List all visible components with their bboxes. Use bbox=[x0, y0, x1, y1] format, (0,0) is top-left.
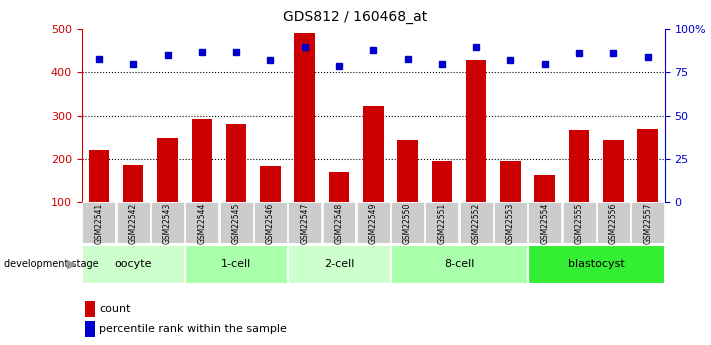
Text: percentile rank within the sample: percentile rank within the sample bbox=[100, 324, 287, 334]
Text: 8-cell: 8-cell bbox=[444, 259, 474, 269]
Text: GSM22543: GSM22543 bbox=[163, 203, 172, 245]
Bar bbox=[89, 150, 109, 245]
Bar bbox=[494, 202, 527, 243]
Text: GSM22542: GSM22542 bbox=[129, 203, 138, 244]
Bar bbox=[528, 245, 664, 283]
Bar bbox=[294, 33, 315, 245]
Bar bbox=[157, 138, 178, 245]
Text: GSM22555: GSM22555 bbox=[574, 203, 584, 245]
Text: GSM22547: GSM22547 bbox=[300, 203, 309, 245]
Bar bbox=[425, 202, 459, 243]
Text: GSM22545: GSM22545 bbox=[232, 203, 240, 245]
Bar bbox=[397, 140, 418, 245]
Text: GSM22544: GSM22544 bbox=[197, 203, 206, 245]
Text: oocyte: oocyte bbox=[114, 259, 152, 269]
Bar bbox=[500, 161, 520, 245]
Text: count: count bbox=[100, 304, 131, 314]
Bar bbox=[535, 175, 555, 245]
Bar bbox=[460, 202, 493, 243]
Bar bbox=[186, 245, 287, 283]
Bar bbox=[117, 202, 150, 243]
Bar bbox=[562, 202, 596, 243]
Text: blastocyst: blastocyst bbox=[568, 259, 624, 269]
Bar bbox=[357, 202, 390, 243]
Bar bbox=[82, 202, 115, 243]
Bar bbox=[597, 202, 630, 243]
Bar bbox=[603, 140, 624, 245]
Text: GSM22546: GSM22546 bbox=[266, 203, 275, 245]
Bar bbox=[528, 202, 561, 243]
Text: GSM22554: GSM22554 bbox=[540, 203, 550, 245]
Text: 1-cell: 1-cell bbox=[221, 259, 251, 269]
Bar bbox=[151, 202, 184, 243]
Bar bbox=[220, 202, 252, 243]
Bar bbox=[186, 202, 218, 243]
Bar bbox=[85, 322, 95, 337]
Text: GSM22550: GSM22550 bbox=[403, 203, 412, 245]
Text: GSM22551: GSM22551 bbox=[437, 203, 447, 244]
Bar bbox=[432, 161, 452, 245]
Text: GSM22552: GSM22552 bbox=[471, 203, 481, 244]
Bar bbox=[123, 165, 144, 245]
Bar bbox=[288, 202, 321, 243]
Bar bbox=[260, 166, 281, 245]
Text: GDS812 / 160468_at: GDS812 / 160468_at bbox=[284, 10, 427, 24]
Bar bbox=[226, 124, 247, 245]
Bar bbox=[637, 128, 658, 245]
Text: GSM22548: GSM22548 bbox=[334, 203, 343, 244]
Bar bbox=[323, 202, 356, 243]
Text: 2-cell: 2-cell bbox=[324, 259, 354, 269]
Bar bbox=[391, 202, 424, 243]
Text: GSM22549: GSM22549 bbox=[369, 203, 378, 245]
Bar bbox=[288, 245, 390, 283]
Bar bbox=[254, 202, 287, 243]
Bar bbox=[191, 119, 212, 245]
Bar bbox=[328, 171, 349, 245]
Bar bbox=[85, 301, 95, 317]
Text: GSM22557: GSM22557 bbox=[643, 203, 652, 245]
Bar bbox=[569, 130, 589, 245]
Text: ▶: ▶ bbox=[67, 257, 77, 270]
Text: GSM22553: GSM22553 bbox=[506, 203, 515, 245]
Text: GSM22541: GSM22541 bbox=[95, 203, 103, 244]
Text: development stage: development stage bbox=[4, 259, 98, 269]
Bar bbox=[631, 202, 664, 243]
Text: GSM22556: GSM22556 bbox=[609, 203, 618, 245]
Bar bbox=[363, 106, 383, 245]
Bar bbox=[466, 59, 486, 245]
Bar bbox=[391, 245, 527, 283]
Bar bbox=[82, 245, 184, 283]
